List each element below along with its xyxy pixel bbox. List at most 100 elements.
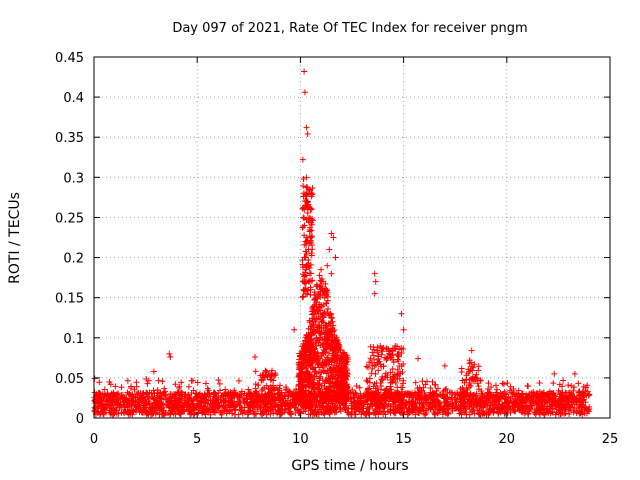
data-point: [586, 391, 593, 398]
data-point: [118, 384, 125, 391]
data-point: [169, 408, 176, 415]
data-point: [367, 343, 374, 350]
data-point: [559, 383, 566, 390]
data-point: [470, 364, 477, 371]
data-point: [252, 368, 259, 375]
data-point: [394, 384, 401, 391]
data-point: [101, 386, 108, 393]
data-point: [326, 246, 333, 253]
data-point: [536, 379, 543, 386]
data-point: [143, 376, 150, 383]
data-point: [453, 398, 460, 405]
data-point: [567, 404, 574, 411]
data-point: [150, 368, 157, 375]
data-point: [120, 398, 127, 405]
data-point: [106, 378, 113, 385]
data-point: [222, 386, 229, 393]
data-point: [96, 379, 103, 386]
data-point: [358, 399, 365, 406]
data-point: [133, 379, 140, 386]
data-point: [328, 270, 335, 277]
x-tick-label: 25: [602, 432, 619, 447]
data-point: [223, 410, 230, 417]
data-point: [185, 383, 192, 390]
x-tick-labels: 0 5 10 15 20 25: [90, 432, 618, 447]
data-point: [240, 395, 247, 402]
data-point: [304, 131, 311, 138]
x-axis-label: GPS time / hours: [291, 458, 408, 474]
data-point: [550, 380, 557, 387]
data-point: [159, 378, 166, 385]
data-point: [575, 380, 582, 387]
data-point: [458, 399, 465, 406]
data-point: [551, 370, 558, 377]
y-tick-label: 0.2: [63, 252, 84, 267]
x-tick-label: 15: [395, 432, 412, 447]
data-point: [571, 384, 578, 391]
y-tick-label: 0.1: [63, 332, 84, 347]
y-axis-label: ROTI / TECUs: [7, 192, 23, 284]
data-point: [375, 367, 382, 374]
x-tick-label: 5: [193, 432, 201, 447]
data-point: [412, 411, 419, 418]
data-point: [252, 385, 259, 392]
data-point: [202, 380, 209, 387]
data-point: [301, 89, 308, 96]
data-point: [318, 266, 325, 273]
data-point: [301, 68, 308, 75]
data-point: [497, 390, 504, 397]
data-point: [499, 380, 506, 387]
data-point: [251, 354, 258, 361]
data-point: [515, 387, 522, 394]
data-point: [251, 411, 258, 418]
data-point: [441, 362, 448, 369]
chart-title: Day 097 of 2021, Rate Of TEC Index for r…: [172, 21, 527, 36]
data-point: [524, 382, 531, 389]
data-point: [458, 365, 465, 372]
data-point: [257, 403, 264, 410]
data-point: [112, 383, 119, 390]
data-point: [485, 380, 492, 387]
data-point: [212, 409, 219, 416]
data-point: [215, 377, 222, 384]
data-point: [144, 380, 151, 387]
data-markers: [91, 68, 593, 418]
y-tick-label: 0.3: [63, 171, 84, 186]
data-point: [500, 381, 507, 388]
data-point: [217, 387, 224, 394]
data-point: [172, 411, 179, 418]
data-point: [560, 377, 567, 384]
data-point: [353, 382, 360, 389]
data-point: [299, 294, 306, 301]
data-point: [222, 402, 229, 409]
data-point: [494, 386, 501, 393]
data-point: [352, 411, 359, 418]
data-point: [310, 401, 317, 408]
y-tick-labels: 0 0.05 0.1 0.15 0.2 0.25 0.3 0.35 0.4 0.45: [55, 51, 84, 427]
data-point: [159, 410, 166, 417]
data-point: [580, 391, 587, 398]
data-point: [332, 254, 339, 261]
data-point: [276, 382, 283, 389]
data-point: [189, 377, 196, 384]
data-point: [403, 404, 410, 411]
data-point: [504, 404, 511, 411]
data-point: [580, 383, 587, 390]
data-point: [313, 283, 320, 290]
data-point: [371, 270, 378, 277]
plot-frame: [93, 56, 611, 419]
data-point: [300, 224, 307, 231]
data-point: [235, 377, 242, 384]
axis-ticks: [93, 56, 611, 419]
data-point: [384, 403, 391, 410]
data-point: [507, 409, 514, 416]
data-point: [166, 350, 173, 357]
data-point: [168, 398, 175, 405]
x-tick-label: 0: [90, 432, 98, 447]
data-point: [324, 262, 331, 269]
y-tick-label: 0: [76, 412, 84, 427]
data-point: [419, 378, 426, 385]
data-point: [507, 383, 514, 390]
data-point: [490, 402, 497, 409]
